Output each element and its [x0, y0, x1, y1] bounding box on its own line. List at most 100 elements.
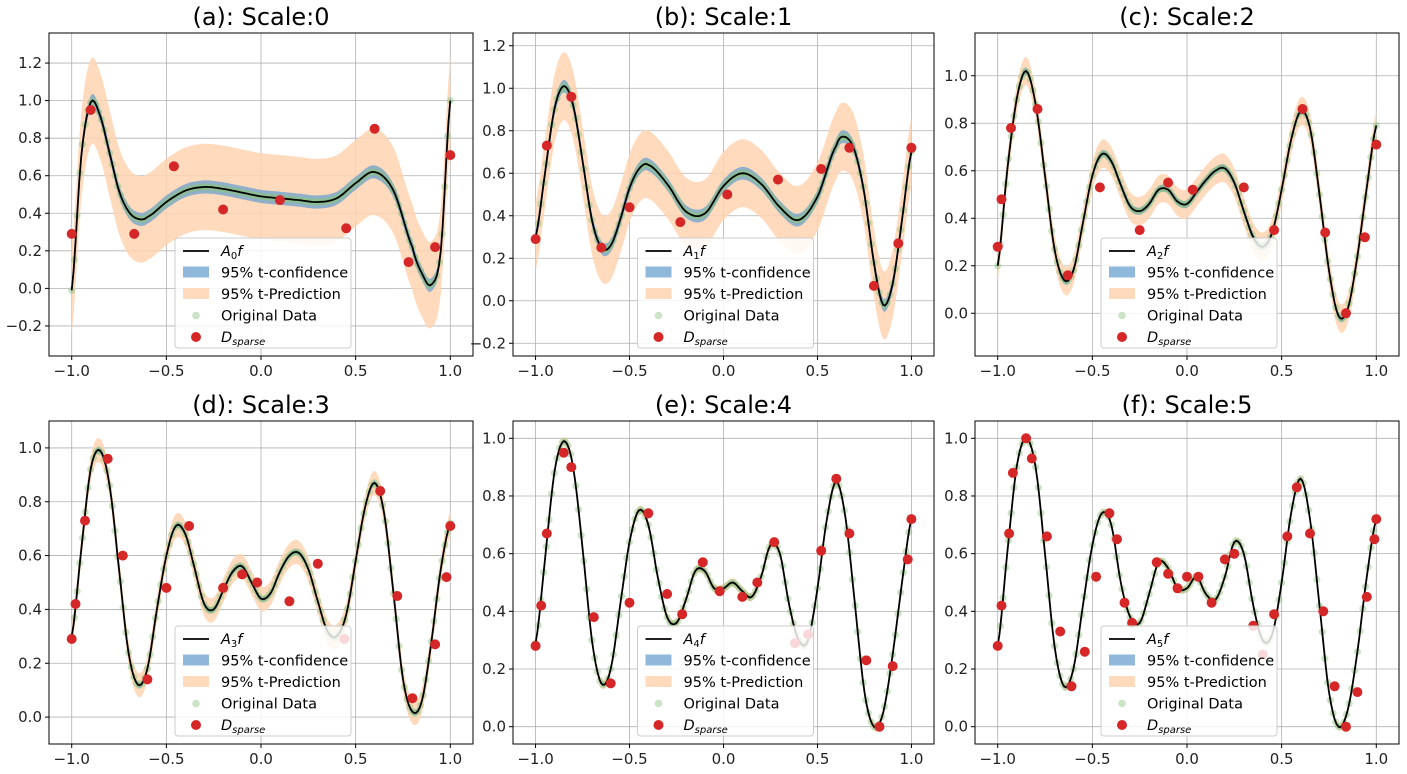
- y-tick-label: 0.4: [482, 602, 506, 620]
- sparse-point: [1032, 104, 1043, 114]
- y-tick-label: 1.2: [482, 37, 506, 55]
- legend-prediction-handle: [645, 288, 672, 299]
- x-tick-label: −1.0: [517, 362, 553, 380]
- sparse-point: [1127, 617, 1138, 628]
- sparse-point: [566, 462, 577, 473]
- plot-area: [530, 52, 917, 340]
- sparse-point: [1219, 554, 1230, 565]
- legend-label-confidence: 95% t-confidence: [1147, 654, 1274, 670]
- y-tick-label: 0.2: [18, 242, 42, 260]
- sparse-point: [996, 194, 1007, 205]
- legend-label-mean: A1f: [683, 244, 707, 262]
- y-tick-label: 1.2: [18, 54, 42, 72]
- x-tick-label: 1.0: [1364, 750, 1388, 768]
- sparse-point: [1182, 571, 1192, 582]
- legend-confidence-handle: [1109, 654, 1135, 666]
- legend-label-original: Original Data: [684, 697, 780, 713]
- sparse-point: [541, 528, 552, 539]
- legend-label-mean: A0f: [220, 244, 244, 262]
- y-tick-label: 0.0: [482, 718, 506, 736]
- legend-sparse-handle: [191, 720, 201, 730]
- sparse-point: [1193, 571, 1204, 582]
- sparse-point: [70, 599, 81, 609]
- sparse-point: [868, 280, 879, 291]
- legend-label-prediction: 95% t-Prediction: [684, 287, 804, 303]
- legend-label-mean: A5f: [1146, 632, 1170, 650]
- plot-area: [992, 56, 1382, 333]
- sparse-point: [992, 241, 1003, 252]
- sparse-point: [596, 242, 607, 253]
- sparse-point: [252, 577, 263, 588]
- y-tick-label: 0.8: [18, 493, 42, 511]
- legend: A3f 95% t-confidence 95% t-Prediction Origi…: [174, 625, 352, 737]
- x-tick-label: −0.5: [1074, 750, 1110, 768]
- y-tick-label: 0.2: [944, 257, 968, 275]
- x-tick-label: 1.0: [900, 362, 924, 380]
- legend-confidence-handle: [1109, 266, 1135, 278]
- sparse-point: [369, 123, 380, 134]
- legend-original-handle: [1118, 311, 1126, 320]
- sparse-point: [1359, 232, 1370, 243]
- sparse-point: [906, 514, 917, 525]
- x-tick-label: 0.0: [249, 362, 273, 380]
- y-tick-label: 0.4: [944, 209, 968, 227]
- legend-label-sparse: Dsparse: [684, 330, 728, 348]
- sparse-point: [85, 105, 96, 115]
- sparse-point: [1318, 606, 1329, 617]
- sparse-point: [844, 142, 855, 153]
- chart-title: (e): Scale:4: [655, 391, 792, 419]
- y-tick-label: 0.6: [944, 545, 968, 563]
- chart-panel-a: (a): Scale:0 −1.0 −0.5 0.0 0.5 1.0 −0.2 0.0 0.2 0…: [6, 3, 474, 380]
- sparse-point: [284, 596, 295, 607]
- sparse-point: [1079, 646, 1090, 657]
- mean-curve: [996, 437, 1378, 729]
- legend-label-original: Original Data: [221, 697, 317, 713]
- legend-sparse-handle: [1117, 332, 1127, 342]
- legend-label-confidence: 95% t-confidence: [684, 266, 811, 282]
- chart-panel-e: (e): Scale:4 −1.0 −0.5 0.0 0.5 1.0 0.0 0.2 0.4 0.…: [482, 391, 935, 768]
- legend-box: [1100, 625, 1278, 737]
- y-tick-label: 0.2: [18, 654, 42, 672]
- legend-box: [637, 625, 814, 737]
- y-tick-label: 0.0: [944, 304, 968, 322]
- sparse-point: [1238, 182, 1249, 193]
- sparse-point: [902, 554, 913, 565]
- sparse-point: [1094, 182, 1105, 193]
- sparse-point: [737, 591, 748, 602]
- mean-curve: [534, 85, 913, 307]
- sparse-point: [1062, 270, 1073, 281]
- legend-label-confidence: 95% t-confidence: [1147, 266, 1274, 282]
- legend-label-confidence: 95% t-confidence: [221, 266, 348, 282]
- x-tick-label: 0.5: [1270, 362, 1294, 380]
- legend-original-handle: [1118, 699, 1126, 708]
- plot-area: [66, 57, 456, 334]
- x-tick-label: 0.0: [1175, 750, 1199, 768]
- y-tick-label: 0.8: [944, 114, 968, 132]
- legend-label-original: Original Data: [684, 309, 780, 325]
- y-tick-label: 1.0: [944, 67, 968, 85]
- chart-panel-b: (b): Scale:1 −1.0 −0.5 0.0 0.5 1.0 −0.2 0.0 0.2 0…: [470, 3, 935, 380]
- x-tick-label: 0.0: [712, 362, 736, 380]
- legend-confidence-handle: [183, 654, 209, 666]
- sparse-point: [102, 453, 113, 464]
- y-tick-label: 0.8: [18, 129, 42, 147]
- legend-label-original: Original Data: [1147, 697, 1243, 713]
- legend-label-mean: A4f: [683, 632, 707, 650]
- legend-prediction-handle: [645, 676, 672, 687]
- sparse-point: [752, 577, 763, 588]
- sparse-point: [831, 473, 842, 484]
- x-tick-label: 0.5: [1270, 750, 1294, 768]
- sparse-point: [1119, 597, 1130, 608]
- x-tick-label: −1.0: [53, 362, 89, 380]
- sparse-point: [1021, 433, 1032, 444]
- sparse-point: [624, 202, 635, 213]
- sparse-point: [1371, 514, 1382, 525]
- sparse-point: [844, 528, 855, 539]
- sparse-point: [558, 447, 569, 458]
- prediction-band: [997, 56, 1377, 333]
- sparse-point: [992, 640, 1003, 651]
- legend-confidence-handle: [645, 266, 672, 278]
- sparse-point: [675, 217, 686, 228]
- sparse-point: [1229, 548, 1240, 559]
- legend-label-prediction: 95% t-Prediction: [1147, 287, 1267, 303]
